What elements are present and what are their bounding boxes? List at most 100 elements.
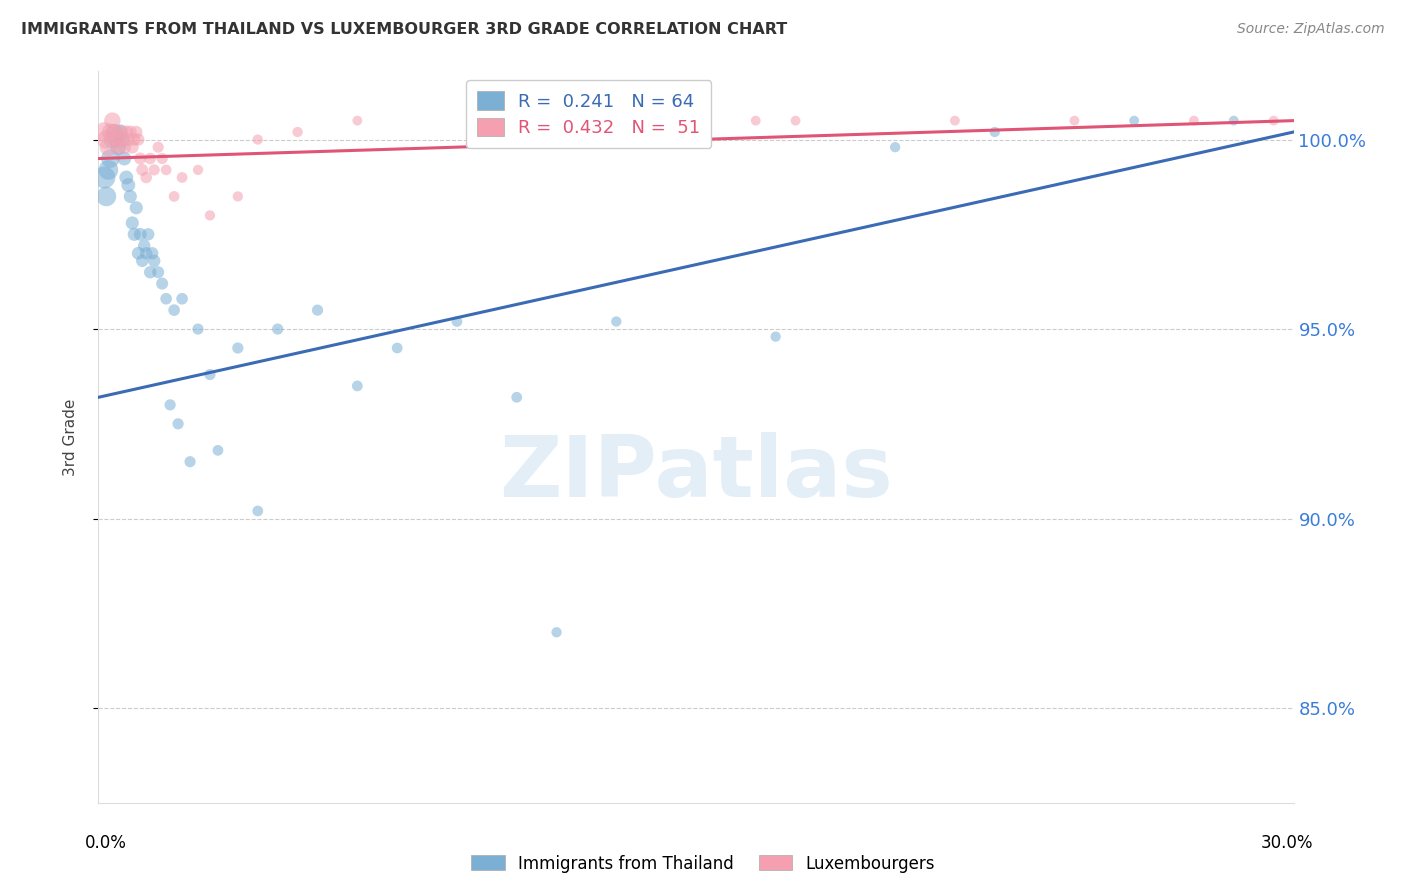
Point [96,189,118,203]
Point [129,227,152,242]
Point [136,227,159,242]
Point [506,390,529,404]
Point [127,132,149,146]
Point [1063,113,1085,128]
Point [198,368,221,382]
Point [112,152,135,166]
Point [446,314,468,328]
Point [143,162,166,177]
Point [155,292,177,306]
Point [103,125,125,139]
Point [115,125,138,139]
Point [115,170,138,185]
Point [385,341,409,355]
Point [645,113,668,128]
Point [943,113,966,128]
Point [101,113,124,128]
Point [139,152,162,166]
Point [546,625,568,640]
Point [124,132,146,146]
Point [1263,113,1285,128]
Point [120,189,142,203]
Legend: Immigrants from Thailand, Luxembourgers: Immigrants from Thailand, Luxembourgers [464,848,942,880]
Point [765,329,787,343]
Point [150,152,173,166]
Point [134,238,156,252]
Point [103,125,125,139]
Point [129,152,152,166]
Point [110,125,132,139]
Point [96,132,118,146]
Point [163,303,186,318]
Point [226,189,249,203]
Point [98,125,122,139]
Point [884,140,907,154]
Text: IMMIGRANTS FROM THAILAND VS LUXEMBOURGER 3RD GRADE CORRELATION CHART: IMMIGRANTS FROM THAILAND VS LUXEMBOURGER… [21,22,787,37]
Point [172,292,194,306]
Point [179,455,201,469]
Point [97,140,120,154]
Point [121,140,143,154]
Point [125,201,148,215]
Point [246,504,269,518]
Point [984,125,1007,139]
Point [148,265,170,279]
Point [98,152,122,166]
Point [143,253,166,268]
Point [139,265,162,279]
Point [148,140,170,154]
Point [287,125,309,139]
Point [172,170,194,185]
Point [346,379,368,393]
Point [105,132,128,146]
Point [107,140,129,154]
Point [117,132,139,146]
Point [120,125,142,139]
Text: 0.0%: 0.0% [84,834,127,852]
Point [141,246,163,260]
Point [117,178,139,192]
Text: 30.0%: 30.0% [1260,834,1313,852]
Point [307,303,329,318]
Point [198,208,221,222]
Point [135,170,157,185]
Point [93,125,115,139]
Point [121,216,143,230]
Point [1223,113,1246,128]
Point [605,314,627,328]
Point [346,113,368,128]
Point [485,125,508,139]
Legend: R =  0.241   N = 64, R =  0.432   N =  51: R = 0.241 N = 64, R = 0.432 N = 51 [465,80,711,148]
Text: Source: ZipAtlas.com: Source: ZipAtlas.com [1237,22,1385,37]
Point [112,140,135,154]
Point [97,162,120,177]
Point [187,162,209,177]
Point [135,246,157,260]
Point [155,162,177,177]
Point [150,277,173,291]
Point [105,132,128,146]
Text: ZIPatlas: ZIPatlas [499,432,893,516]
Point [127,246,149,260]
Point [111,132,134,146]
Point [267,322,290,336]
Point [745,113,768,128]
Point [110,125,132,139]
Y-axis label: 3rd Grade: 3rd Grade [63,399,77,475]
Point [125,125,148,139]
Point [187,322,209,336]
Point [226,341,249,355]
Point [785,113,807,128]
Point [246,132,269,146]
Point [159,398,181,412]
Point [111,132,134,146]
Point [131,162,153,177]
Point [124,227,146,242]
Point [1123,113,1146,128]
Point [101,132,124,146]
Point [207,443,229,458]
Point [93,170,115,185]
Point [167,417,190,431]
Point [107,140,129,154]
Point [1182,113,1205,128]
